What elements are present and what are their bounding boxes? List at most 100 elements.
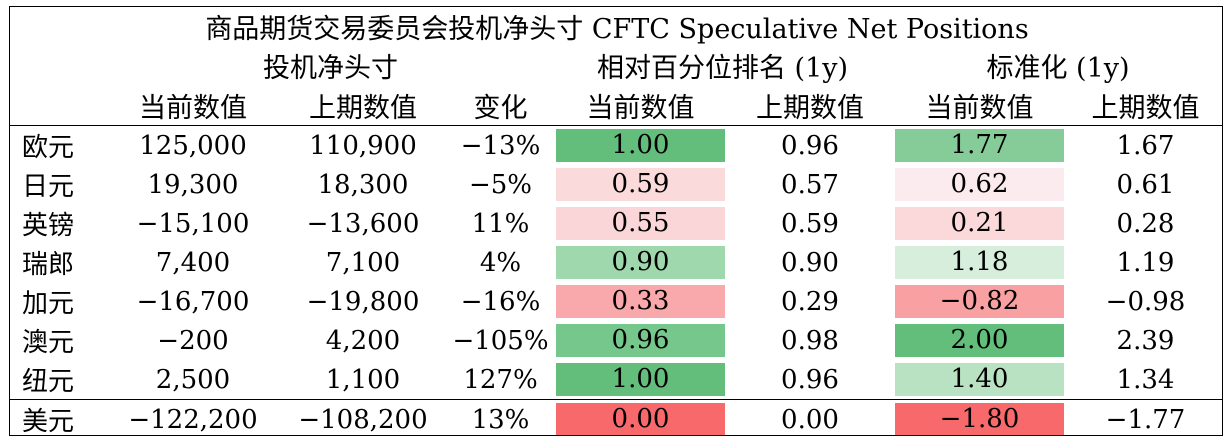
table-title: 商品期货交易委员会投机净头寸 CFTC Speculative Net Posi… [205, 14, 1029, 45]
z-current-cell-value: 0.62 [895, 168, 1064, 201]
pct-current-cell: 0.59 [553, 165, 728, 204]
net-current-cell: 7,400 [155, 247, 231, 278]
group-header-row: 投机净头寸 相对百分位排名 (1y) 标准化 (1y) [10, 46, 1222, 85]
column-header-pct-previous: 上期数值 [728, 85, 892, 126]
net-previous-cell: 7,100 [325, 247, 401, 278]
group-header-standardized: 标准化 (1y) [986, 53, 1130, 84]
z-current-cell-value: 2.00 [895, 324, 1064, 357]
table-row: 英镑 −15,100 −13,600 11% 0.55 0.59 0.21 0.28 [10, 204, 1222, 243]
title-row: 商品期货交易委员会投机净头寸 CFTC Speculative Net Posi… [10, 7, 1222, 46]
pct-previous-cell: 0.59 [781, 208, 839, 239]
pct-current-cell: 0.90 [553, 243, 728, 282]
net-current-cell: −122,200 [108, 399, 278, 435]
table-row: 纽元 2,500 1,100 127% 1.00 0.96 1.40 1.34 [10, 360, 1222, 400]
z-current-cell: 1.40 [892, 360, 1067, 400]
z-current-cell: 2.00 [892, 321, 1067, 360]
change-cell: −16% [460, 286, 541, 317]
currency-name: 欧元 [22, 133, 75, 163]
pct-current-cell-value: 0.00 [556, 403, 725, 435]
change-cell: −5% [468, 169, 533, 200]
net-previous-cell: 110,900 [309, 130, 417, 161]
table-row: 加元 −16,700 −19,800 −16% 0.33 0.29 −0.82 −0.98 [10, 282, 1222, 321]
net-previous-cell: 18,300 [317, 169, 409, 200]
z-previous-cell: 1.67 [1116, 130, 1175, 161]
currency-name: 瑞郎 [22, 250, 75, 280]
pct-current-cell-value: 1.00 [556, 129, 725, 162]
table-row: 日元 19,300 18,300 −5% 0.59 0.57 0.62 0.61 [10, 165, 1222, 204]
pct-previous-cell: 0.57 [781, 169, 839, 200]
z-current-cell: 1.18 [892, 243, 1067, 282]
change-cell: 13% [448, 399, 553, 435]
pct-current-cell-value: 0.33 [556, 285, 725, 318]
pct-current-cell: 1.00 [553, 360, 728, 400]
pct-previous-cell: 0.96 [781, 130, 839, 161]
pct-current-cell-value: 0.96 [556, 324, 725, 357]
z-previous-cell: 1.34 [1116, 364, 1175, 395]
pct-current-cell: 0.00 [553, 399, 728, 435]
z-previous-cell: 1.19 [1116, 247, 1175, 278]
pct-previous-cell: 0.96 [781, 364, 839, 395]
currency-name: 纽元 [22, 367, 75, 397]
column-header-change: 变化 [448, 85, 553, 126]
net-previous-cell: −108,200 [278, 399, 448, 435]
pct-current-cell-value: 1.00 [556, 363, 725, 396]
z-previous-cell: 2.39 [1116, 325, 1175, 356]
z-previous-cell: 0.61 [1116, 169, 1175, 200]
pct-previous-cell: 0.98 [781, 325, 839, 356]
pct-previous-cell: 0.29 [781, 286, 839, 317]
net-previous-cell: 1,100 [325, 364, 401, 395]
column-header-row: 当前数值 上期数值 变化 当前数值 上期数值 当前数值 上期数值 [10, 85, 1222, 126]
pct-current-cell: 0.55 [553, 204, 728, 243]
z-current-cell-value: 1.18 [895, 246, 1064, 279]
pct-previous-cell: 0.90 [781, 247, 839, 278]
net-current-cell: 125,000 [139, 130, 247, 161]
cftc-table: 商品期货交易委员会投机净头寸 CFTC Speculative Net Posi… [10, 7, 1222, 435]
z-current-cell-value: 1.77 [895, 129, 1064, 162]
currency-name: 美元 [10, 399, 108, 435]
z-current-cell-value: 0.21 [895, 207, 1064, 240]
column-header-net-current: 当前数值 [108, 85, 278, 126]
net-previous-cell: −19,800 [306, 286, 420, 317]
z-current-cell: −0.82 [892, 282, 1067, 321]
net-previous-cell: 4,200 [325, 325, 401, 356]
pct-current-cell-value: 0.90 [556, 246, 725, 279]
column-header-z-current: 当前数值 [892, 85, 1067, 126]
pct-current-cell-value: 0.59 [556, 168, 725, 201]
currency-name: 澳元 [22, 328, 75, 358]
net-current-cell: 2,500 [155, 364, 231, 395]
z-current-cell: −1.80 [892, 399, 1067, 435]
currency-name: 加元 [22, 289, 75, 319]
change-cell: −105% [452, 325, 549, 356]
currency-name: 日元 [22, 172, 75, 202]
net-previous-cell: −13,600 [306, 208, 420, 239]
z-previous-cell: −0.98 [1105, 286, 1186, 317]
change-cell: 4% [479, 247, 522, 278]
change-cell: 11% [471, 208, 530, 239]
net-current-cell: −200 [157, 325, 229, 356]
pct-previous-cell: 0.00 [728, 399, 892, 435]
net-current-cell: 19,300 [147, 169, 239, 200]
column-header-blank [10, 85, 108, 126]
group-header-net-positions: 投机净头寸 [263, 53, 398, 84]
group-header-blank [10, 46, 108, 85]
z-current-cell-value: −1.80 [895, 403, 1064, 435]
currency-name: 英镑 [22, 211, 75, 241]
z-current-cell: 1.77 [892, 126, 1067, 166]
column-header-pct-current: 当前数值 [553, 85, 728, 126]
cftc-table-panel: 商品期货交易委员会投机净头寸 CFTC Speculative Net Posi… [9, 6, 1223, 436]
pct-current-cell: 0.96 [553, 321, 728, 360]
change-cell: 127% [463, 364, 538, 395]
column-header-z-previous: 上期数值 [1067, 85, 1222, 126]
z-previous-cell: −1.77 [1067, 399, 1222, 435]
group-header-percentile-rank: 相对百分位排名 (1y) [596, 53, 849, 84]
z-previous-cell: 0.28 [1116, 208, 1175, 239]
table-row: 美元 −122,200 −108,200 13% 0.00 0.00 −1.80 −1.77 [10, 399, 1222, 435]
z-current-cell: 0.21 [892, 204, 1067, 243]
net-current-cell: −16,700 [136, 286, 250, 317]
pct-current-cell: 1.00 [553, 126, 728, 166]
table-row: 瑞郎 7,400 7,100 4% 0.90 0.90 1.18 1.19 [10, 243, 1222, 282]
column-header-net-previous: 上期数值 [278, 85, 448, 126]
change-cell: −13% [460, 130, 541, 161]
z-current-cell: 0.62 [892, 165, 1067, 204]
table-row: 澳元 −200 4,200 −105% 0.96 0.98 2.00 2.39 [10, 321, 1222, 360]
